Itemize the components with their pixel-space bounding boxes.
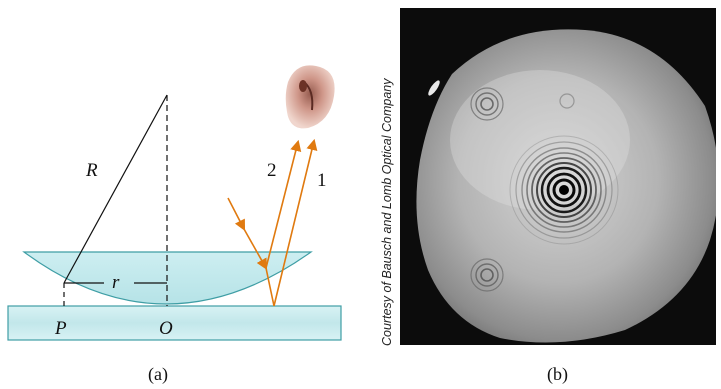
central-rings xyxy=(509,135,619,245)
reflected-ray-2 xyxy=(265,139,302,269)
label-R: R xyxy=(85,160,98,181)
upper-left-rings xyxy=(470,87,504,121)
radius-line xyxy=(63,94,168,284)
incident-ray-cont xyxy=(243,228,268,270)
incident-ray xyxy=(227,197,246,231)
label-P: P xyxy=(54,318,67,339)
label-ray-1: 1 xyxy=(317,170,327,191)
glass-plate xyxy=(7,305,342,341)
label-ray-2: 2 xyxy=(267,160,277,181)
panel-b: Courtesy of Bausch and Lomb Optical Comp… xyxy=(380,8,716,385)
lower-left-rings xyxy=(470,258,504,292)
newton-rings-photo xyxy=(400,8,716,345)
photo-credit: Courtesy of Bausch and Lomb Optical Comp… xyxy=(380,78,394,346)
panel-a: R r P O 2 1 (a) xyxy=(7,65,342,385)
ray-to-plate xyxy=(265,267,275,307)
label-O: O xyxy=(159,318,173,339)
caption-a: (a) xyxy=(148,364,168,385)
eye-icon xyxy=(285,65,335,129)
caption-b: (b) xyxy=(547,364,568,385)
label-r: r xyxy=(112,272,120,293)
reflected-ray-1 xyxy=(273,138,318,307)
